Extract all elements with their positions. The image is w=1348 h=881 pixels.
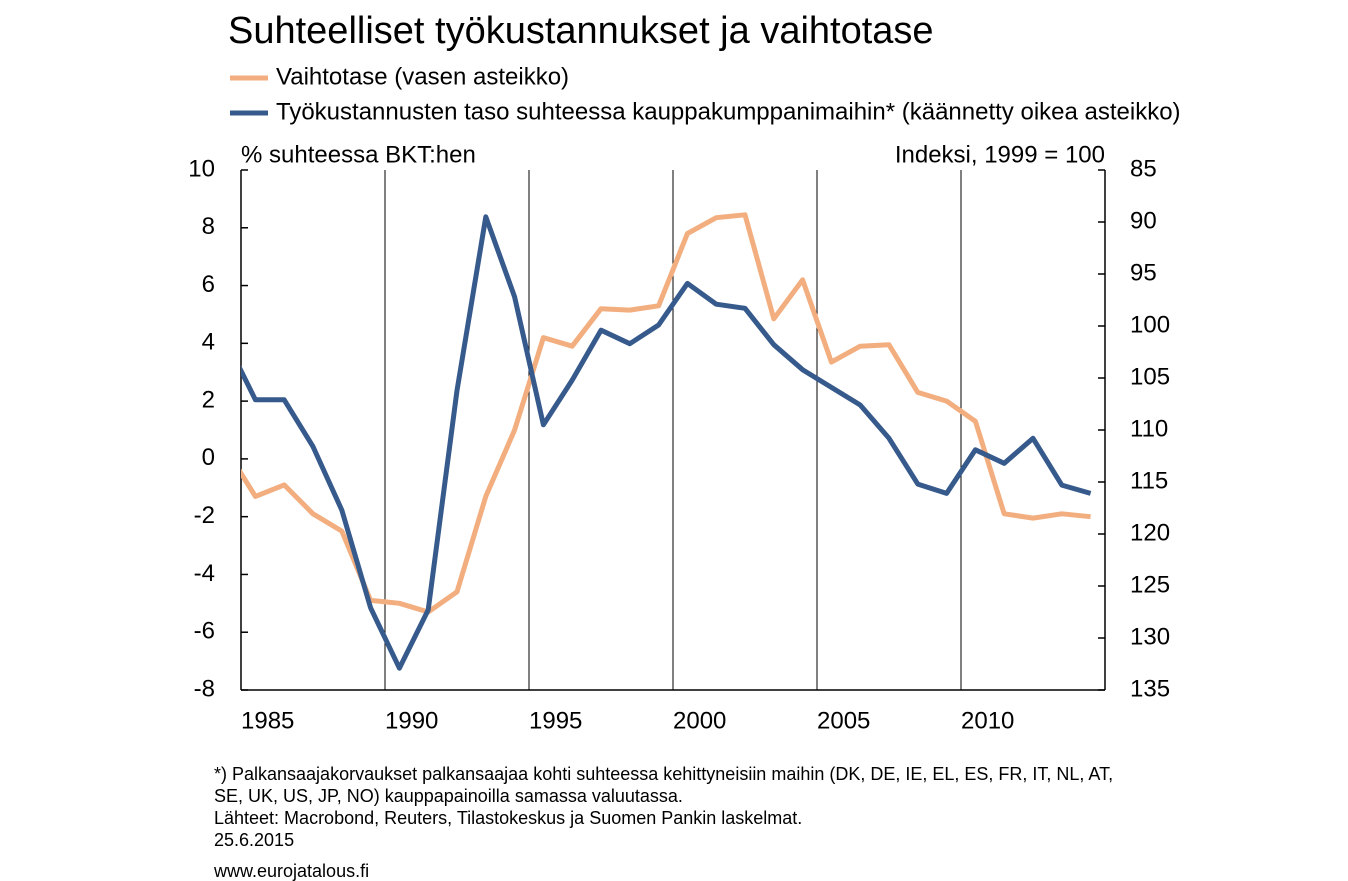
y-tick-label: -4	[194, 560, 215, 587]
series-line	[241, 214, 1092, 671]
y-tick-label: -8	[194, 675, 215, 702]
y2-tick-label: 110	[1130, 415, 1168, 442]
y2-tick-label: 105	[1130, 363, 1170, 390]
y-tick-label: 4	[202, 329, 215, 356]
y-tick-label: 8	[202, 213, 215, 240]
plot-area	[241, 212, 1092, 671]
footnote: *) Palkansaajakorvaukset palkansaajaa ko…	[214, 764, 1113, 784]
footnote: SE, UK, US, JP, NO) kauppapainoilla sama…	[214, 786, 683, 806]
y-tick-label: -6	[194, 618, 215, 645]
x-tick-label: 1990	[385, 707, 438, 734]
y2-tick-label: 115	[1130, 467, 1168, 494]
x-tick-label: 2010	[961, 707, 1014, 734]
y-tick-label: -2	[194, 502, 215, 529]
chart-title: Suhteelliset työkustannukset ja vaihtota…	[228, 10, 934, 52]
y2-tick-label: 130	[1130, 623, 1170, 650]
legend-label: Työkustannusten taso suhteessa kauppakum…	[276, 98, 1181, 125]
x-tick-label: 2000	[673, 707, 726, 734]
website: www.eurojatalous.fi	[213, 861, 369, 881]
y2-tick-label: 90	[1130, 207, 1157, 234]
y-axis-label: % suhteessa BKT:hen	[241, 141, 476, 168]
y2-tick-label: 135	[1130, 675, 1170, 702]
x-tick-label: 1985	[241, 707, 294, 734]
y-tick-label: 2	[202, 386, 215, 413]
y2-tick-label: 95	[1130, 259, 1157, 286]
y2-tick-label: 120	[1130, 519, 1170, 546]
y-tick-label: 0	[202, 444, 215, 471]
legend-label: Vaihtotase (vasen asteikko)	[276, 63, 569, 90]
x-tick-label: 1995	[529, 707, 582, 734]
y2-tick-label: 85	[1130, 155, 1157, 182]
date: 25.6.2015	[214, 830, 294, 850]
y2-axis-label: Indeksi, 1999 = 100	[895, 141, 1105, 168]
y2-tick-label: 125	[1130, 571, 1170, 598]
source: Lähteet: Macrobond, Reuters, Tilastokesk…	[214, 808, 802, 828]
x-tick-label: 2005	[817, 707, 870, 734]
y2-tick-label: 100	[1130, 311, 1170, 338]
y-tick-label: 10	[188, 155, 215, 182]
y-tick-label: 6	[202, 271, 215, 298]
